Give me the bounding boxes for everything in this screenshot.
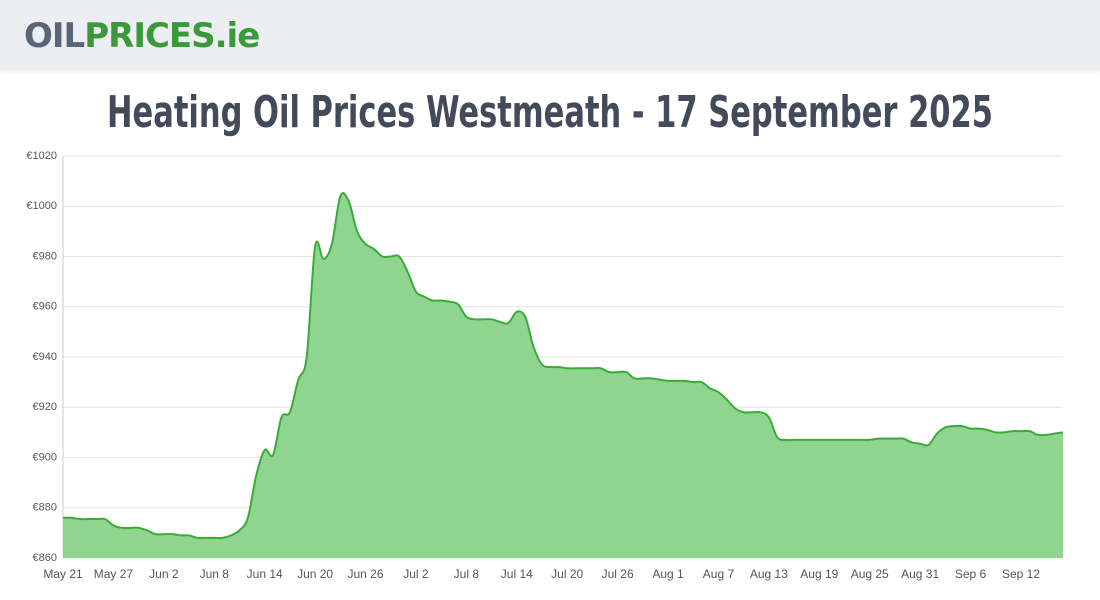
logo[interactable]: OILPRICES.ie — [24, 16, 260, 56]
x-tick-label: Jul 2 — [403, 567, 429, 581]
x-tick-label: Aug 13 — [750, 567, 788, 581]
x-tick-label: Jun 8 — [200, 567, 230, 581]
x-tick-label: Aug 7 — [703, 567, 735, 581]
y-tick-label: €860 — [33, 552, 57, 564]
x-tick-label: Jul 8 — [454, 567, 480, 581]
x-tick-label: Jun 2 — [149, 567, 179, 581]
chart-title: Heating Oil Prices Westmeath - 17 Septem… — [107, 87, 993, 138]
y-tick-label: €940 — [33, 351, 57, 363]
x-tick-label: Jul 26 — [602, 567, 634, 581]
x-tick-label: Jun 26 — [348, 567, 384, 581]
x-tick-label: Sep 6 — [955, 567, 987, 581]
logo-part: OIL — [24, 16, 85, 56]
x-tick-label: Aug 19 — [800, 567, 838, 581]
top-bar: OILPRICES.ie — [0, 0, 1100, 70]
y-tick-label: €880 — [33, 502, 57, 514]
x-tick-label: Jul 14 — [501, 567, 533, 581]
chart: Heating Oil Prices Westmeath - 17 Septem… — [26, 87, 1064, 581]
x-tick-label: Aug 31 — [901, 567, 939, 581]
y-tick-label: €1020 — [26, 150, 57, 162]
x-tick-label: Aug 1 — [652, 567, 684, 581]
y-tick-label: €960 — [33, 301, 57, 313]
x-tick-label: Jun 20 — [297, 567, 333, 581]
logo-part: PRICES.ie — [84, 16, 260, 56]
x-tick-label: May 27 — [94, 567, 134, 581]
y-tick-label: €1000 — [26, 200, 57, 212]
x-tick-label: Aug 25 — [851, 567, 889, 581]
area-line — [62, 192, 1064, 540]
x-tick-label: Jun 14 — [247, 567, 283, 581]
y-tick-label: €900 — [33, 451, 57, 463]
area-fill — [63, 193, 1063, 558]
y-tick-label: €920 — [33, 401, 57, 413]
x-tick-label: May 21 — [43, 567, 83, 581]
x-tick-label: Sep 12 — [1002, 567, 1040, 581]
x-tick-label: Jul 20 — [551, 567, 583, 581]
y-tick-label: €980 — [33, 250, 57, 262]
